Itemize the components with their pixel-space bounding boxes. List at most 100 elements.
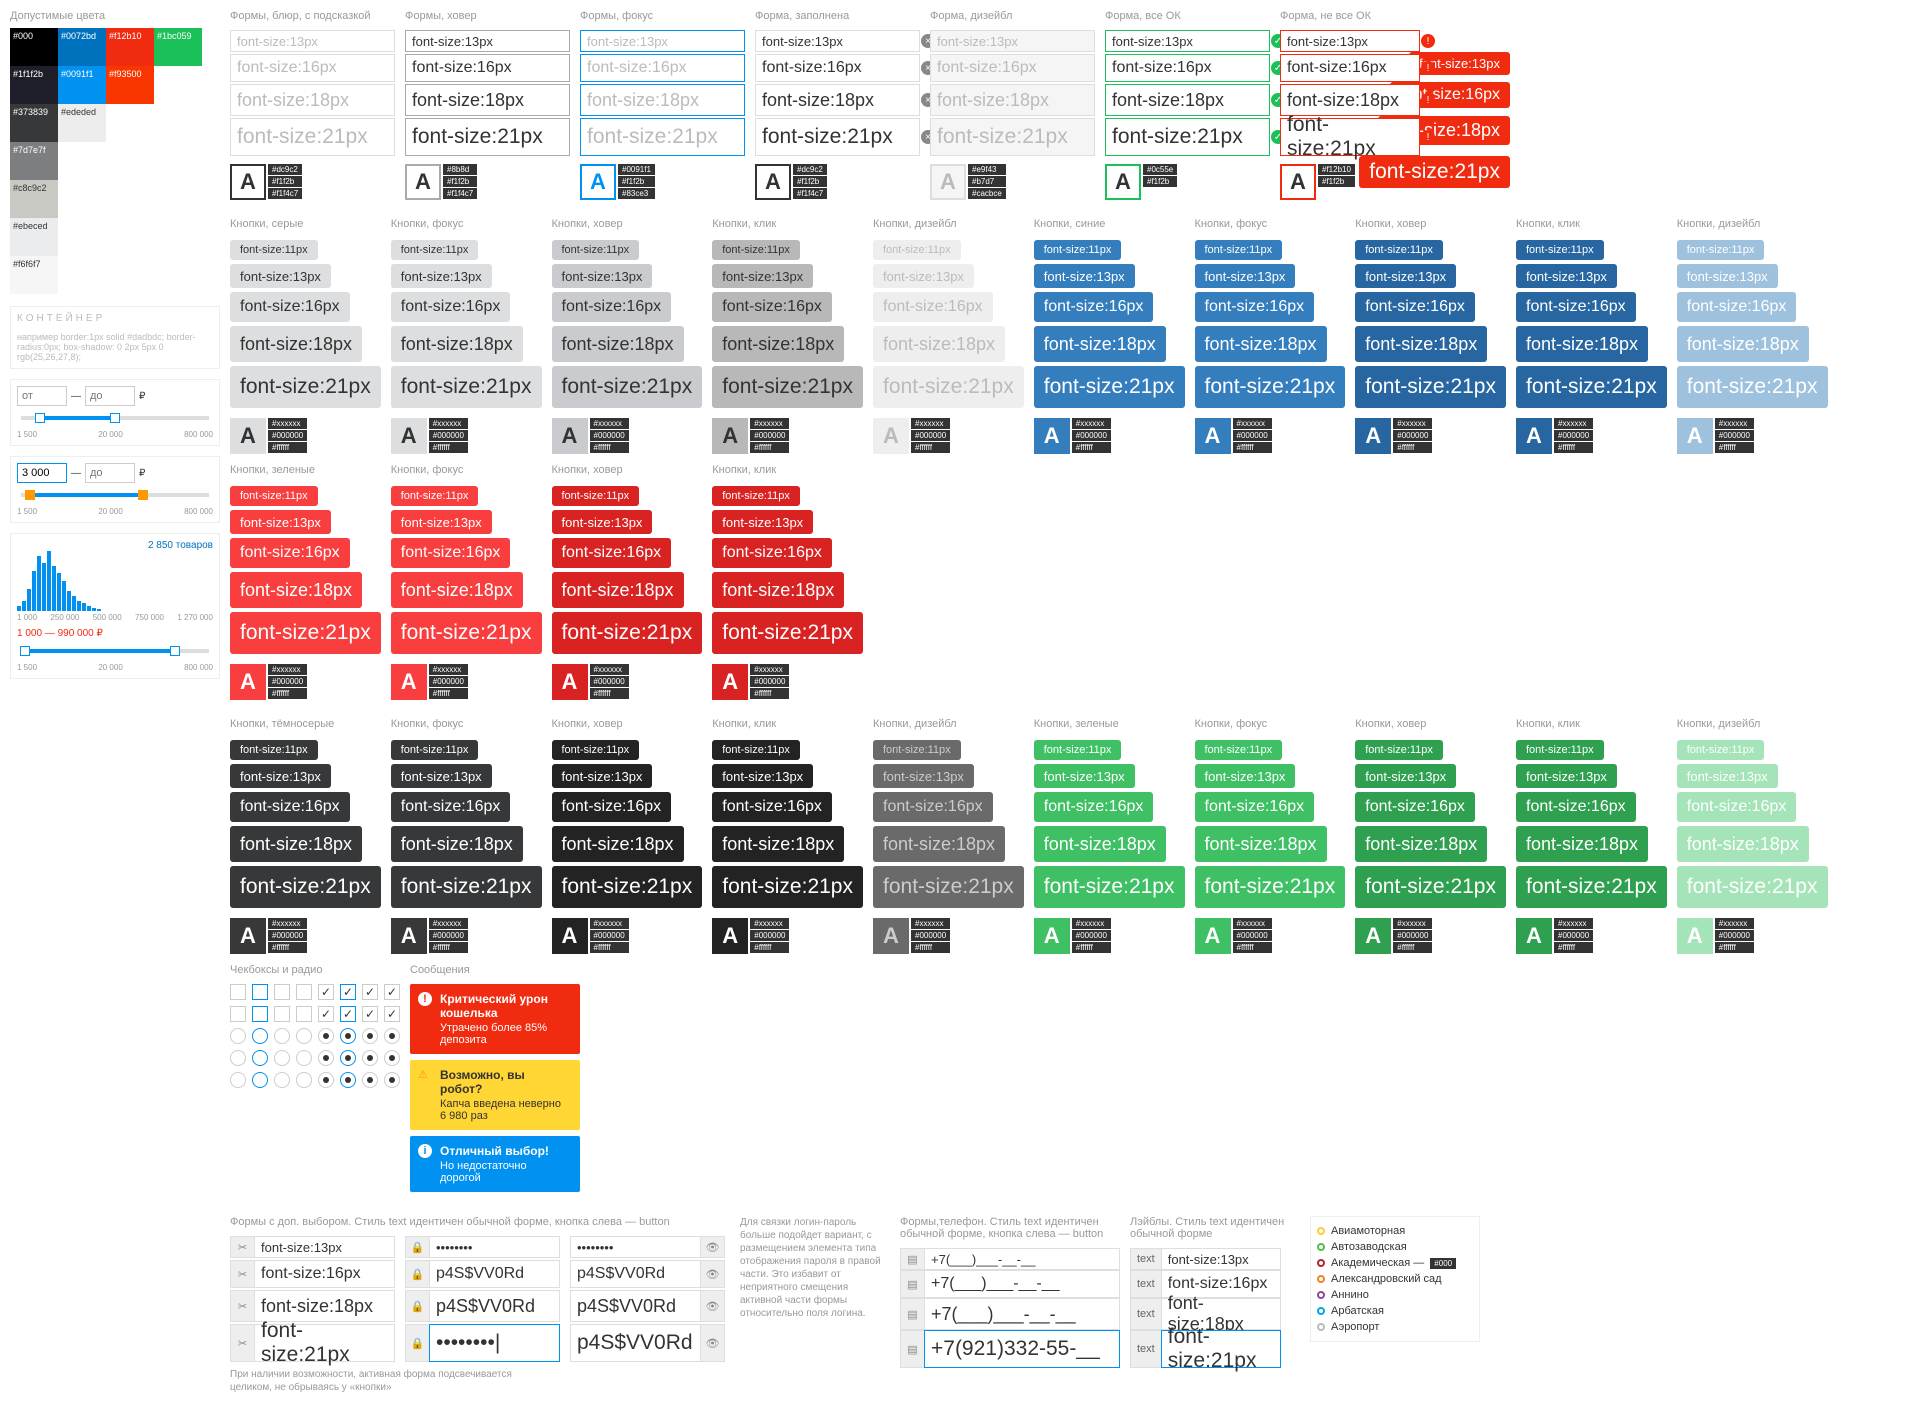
phone-field[interactable]: +7(___)___-__-__ (924, 1248, 1120, 1270)
password-field[interactable]: •••••••• (570, 1236, 701, 1258)
phone-field[interactable]: +7(___)___-__-__ (924, 1270, 1120, 1298)
checkbox[interactable] (296, 984, 312, 1000)
combo-field[interactable]: font-size:18px (254, 1290, 395, 1322)
button[interactable]: font-size:16px (1034, 792, 1154, 822)
button[interactable]: font-size:16px (391, 538, 511, 568)
button[interactable]: font-size:21px (1677, 866, 1828, 908)
checkbox[interactable] (252, 1006, 268, 1022)
radio[interactable] (252, 1050, 268, 1066)
form-field[interactable]: font-size:18px! (1280, 84, 1420, 116)
button[interactable]: font-size:13px (712, 764, 813, 788)
button[interactable]: font-size:13px (1195, 264, 1296, 288)
button[interactable]: font-size:16px (1355, 792, 1475, 822)
cut-icon[interactable]: ✂ (230, 1236, 254, 1258)
button[interactable]: font-size:21px (1195, 866, 1346, 908)
flag-icon[interactable]: ▤ (900, 1298, 924, 1330)
checkbox[interactable] (296, 1006, 312, 1022)
button[interactable]: font-size:11px (1677, 240, 1765, 260)
radio-checked[interactable] (362, 1072, 378, 1088)
button[interactable]: font-size:18px (1195, 326, 1327, 362)
range-to-input-2[interactable] (85, 463, 135, 483)
button[interactable]: font-size:18px (391, 572, 523, 608)
phone-field[interactable]: +7(921)332-55-__ (924, 1330, 1120, 1368)
button[interactable]: font-size:11px (1516, 240, 1604, 260)
eye-icon[interactable]: 👁 (701, 1260, 725, 1288)
button[interactable]: font-size:18px (1677, 326, 1809, 362)
radio-checked[interactable] (318, 1072, 334, 1088)
flag-icon[interactable]: ▤ (900, 1270, 924, 1298)
button[interactable]: font-size:11px (552, 740, 640, 760)
metro-item[interactable]: Аннино (1317, 1287, 1473, 1303)
form-field[interactable]: font-size:16px! (1280, 54, 1420, 82)
form-field[interactable]: font-size:16px (930, 54, 1095, 82)
button[interactable]: font-size:21px (1516, 866, 1667, 908)
checkbox[interactable] (230, 1006, 246, 1022)
button[interactable]: font-size:18px (873, 326, 1005, 362)
button[interactable]: font-size:18px (391, 326, 523, 362)
form-field[interactable]: font-size:13px (930, 30, 1095, 52)
button[interactable]: font-size:13px (1034, 764, 1135, 788)
eye-icon[interactable]: 👁 (701, 1324, 725, 1362)
button[interactable]: font-size:21px (1677, 366, 1828, 408)
button[interactable]: font-size:18px (230, 572, 362, 608)
button[interactable]: font-size:13px (873, 264, 974, 288)
button[interactable]: font-size:16px (1516, 292, 1636, 322)
button[interactable]: font-size:11px (230, 740, 318, 760)
radio[interactable] (296, 1072, 312, 1088)
button[interactable]: font-size:13px (391, 264, 492, 288)
labeled-field[interactable]: font-size:21px (1161, 1330, 1281, 1368)
button[interactable]: font-size:18px (1355, 326, 1487, 362)
checkbox[interactable] (274, 984, 290, 1000)
flag-icon[interactable]: ▤ (900, 1330, 924, 1368)
button[interactable]: font-size:13px (712, 510, 813, 534)
checkbox[interactable] (230, 984, 246, 1000)
checkbox[interactable] (252, 984, 268, 1000)
button[interactable]: font-size:18px (1195, 826, 1327, 862)
checkbox-checked[interactable] (384, 984, 400, 1000)
button[interactable]: font-size:11px (1195, 740, 1283, 760)
button[interactable]: font-size:16px (552, 538, 672, 568)
radio[interactable] (296, 1028, 312, 1044)
password-field[interactable]: p4S$VV0Rd (570, 1290, 701, 1322)
checkbox[interactable] (274, 1006, 290, 1022)
button[interactable]: font-size:18px (1355, 826, 1487, 862)
form-field[interactable]: font-size:18px× (755, 84, 920, 116)
radio[interactable] (252, 1028, 268, 1044)
password-field[interactable]: p4S$VV0Rd (429, 1260, 560, 1288)
button[interactable]: font-size:13px (230, 510, 331, 534)
form-field[interactable]: font-size:13px! (1280, 30, 1420, 52)
button[interactable]: font-size:21px (230, 612, 381, 654)
lock-icon[interactable]: 🔒 (405, 1236, 429, 1258)
button[interactable]: font-size:16px (230, 792, 350, 822)
button[interactable]: font-size:13px (873, 764, 974, 788)
button[interactable]: font-size:21px (873, 866, 1024, 908)
button[interactable]: font-size:16px (1195, 292, 1315, 322)
button[interactable]: font-size:16px (712, 538, 832, 568)
cut-icon[interactable]: ✂ (230, 1260, 254, 1288)
button[interactable]: font-size:16px (230, 292, 350, 322)
button[interactable]: font-size:16px (1195, 792, 1315, 822)
lock-icon[interactable]: 🔒 (405, 1290, 429, 1322)
button[interactable]: font-size:18px (712, 572, 844, 608)
form-field[interactable]: font-size:13px× (755, 30, 920, 52)
labeled-field[interactable]: font-size:13px (1161, 1248, 1281, 1270)
password-field[interactable]: p4S$VV0Rd (570, 1324, 701, 1362)
button[interactable]: font-size:16px (552, 292, 672, 322)
button[interactable]: font-size:16px (1355, 292, 1475, 322)
form-field[interactable]: font-size:18px (930, 84, 1095, 116)
button[interactable]: font-size:11px (230, 486, 318, 506)
phone-field[interactable]: +7(___)___-__-__ (924, 1298, 1120, 1330)
button[interactable]: font-size:21px (391, 366, 542, 408)
form-field[interactable]: font-size:18px (580, 84, 745, 116)
range-to-input[interactable] (85, 386, 135, 406)
cut-icon[interactable]: ✂ (230, 1324, 254, 1362)
radio-checked[interactable] (384, 1028, 400, 1044)
password-field[interactable]: •••••••• (429, 1236, 560, 1258)
button[interactable]: font-size:13px (712, 264, 813, 288)
button[interactable]: font-size:11px (1677, 740, 1765, 760)
button[interactable]: font-size:13px (230, 764, 331, 788)
radio[interactable] (252, 1072, 268, 1088)
button[interactable]: font-size:13px (391, 764, 492, 788)
labeled-field[interactable]: font-size:16px (1161, 1270, 1281, 1298)
button[interactable]: font-size:21px (1034, 366, 1185, 408)
